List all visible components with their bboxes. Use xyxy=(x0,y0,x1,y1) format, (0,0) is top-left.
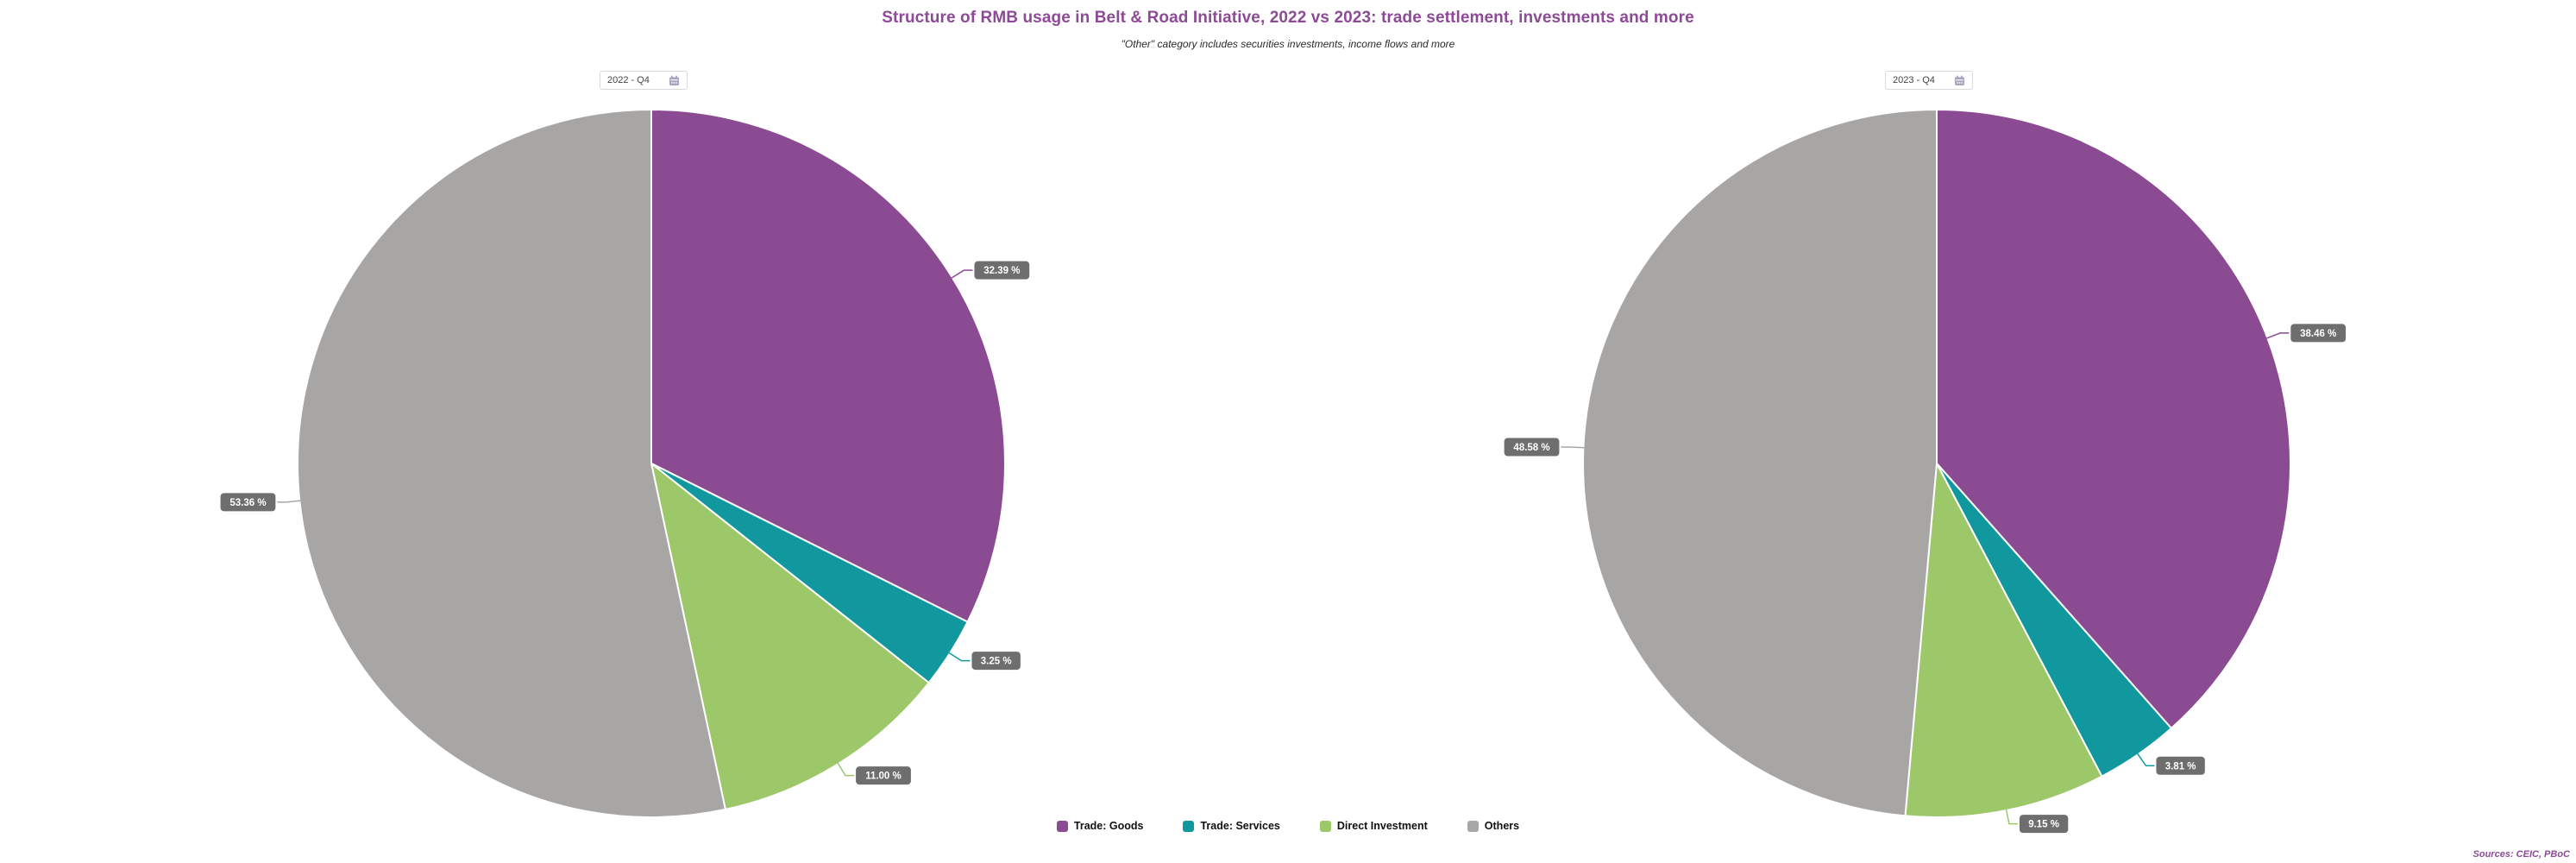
pie-callout-line xyxy=(837,762,855,777)
legend-label-trade-goods: Trade: Goods xyxy=(1073,820,1144,832)
pie-callout-line xyxy=(2137,753,2155,767)
pie-callout-line xyxy=(948,652,971,662)
pie-chart-2023-q4: 38.46 % 3.81 % 9.15 % 48.58 % xyxy=(1504,109,2347,834)
pie-callout-line xyxy=(951,269,973,279)
page-title: Structure of RMB usage in Belt & Road In… xyxy=(882,9,1694,27)
pie-value-label-others: 48.58 % xyxy=(1504,438,1585,457)
period-selector-label: 2023 - Q4 xyxy=(1893,75,1935,85)
pie-value-label-text: 3.25 % xyxy=(981,657,1012,667)
legend-item-trade-goods[interactable]: Trade: Goods xyxy=(1056,820,1144,832)
pie-value-label-box xyxy=(2019,815,2069,834)
legend-item-others[interactable]: Others xyxy=(1467,820,1519,832)
period-selector-label: 2022 - Q4 xyxy=(607,75,650,85)
legend-item-trade-services[interactable]: Trade: Services xyxy=(1183,820,1280,832)
calendar-icon xyxy=(669,75,680,86)
pie-callout-line xyxy=(2266,332,2290,339)
pie-value-label-text: 3.81 % xyxy=(2165,761,2196,772)
pie-callout-line xyxy=(1561,446,1585,449)
period-selector-2023-q4[interactable]: 2023 - Q4 xyxy=(1885,71,1973,90)
legend-swatch-trade-goods xyxy=(1056,820,1068,832)
pie-slice-others[interactable] xyxy=(1582,109,1938,817)
pie-value-label-text: 53.36 % xyxy=(229,498,266,508)
legend-label-direct-investment: Direct Investment xyxy=(1336,820,1428,832)
pie-value-label-text: 11.00 % xyxy=(865,772,902,782)
pie-value-label-trade-goods: 38.46 % xyxy=(2266,324,2347,343)
pie-chart-2022-q4: 32.39 % 3.25 % 11.00 % 53.36 % xyxy=(220,109,1030,818)
pie-value-label-box xyxy=(220,493,276,512)
pie-value-label-box xyxy=(974,261,1030,280)
legend-swatch-trade-services xyxy=(1183,820,1195,832)
legend-swatch-direct-investment xyxy=(1319,820,1331,832)
pie-callout-line xyxy=(277,500,301,503)
pie-value-label-trade-goods: 32.39 % xyxy=(951,261,1030,280)
pie-value-label-trade-services: 3.81 % xyxy=(2137,753,2205,775)
pie-value-label-text: 48.58 % xyxy=(1513,443,1549,453)
pie-value-label-box xyxy=(971,652,1021,671)
pie-value-label-others: 53.36 % xyxy=(220,493,301,512)
legend-item-direct-investment[interactable]: Direct Investment xyxy=(1319,820,1428,832)
pie-value-label-direct-investment: 9.15 % xyxy=(2005,809,2069,834)
pie-value-label-box xyxy=(1504,438,1560,457)
legend-label-trade-services: Trade: Services xyxy=(1200,820,1280,832)
pie-value-label-box xyxy=(2156,756,2205,775)
pie-value-label-text: 32.39 % xyxy=(983,266,1020,276)
page-subtitle: "Other" category includes securities inv… xyxy=(1121,38,1455,50)
pie-value-label-text: 38.46 % xyxy=(2300,329,2336,339)
pie-value-label-box xyxy=(856,766,911,785)
period-selector-2022-q4[interactable]: 2022 - Q4 xyxy=(600,71,688,90)
sources-note: Sources: CEIC, PBoC xyxy=(2472,849,2570,860)
legend-swatch-others xyxy=(1467,820,1479,832)
pie-value-label-direct-investment: 11.00 % xyxy=(837,762,911,785)
pie-value-label-trade-services: 3.25 % xyxy=(948,652,1021,671)
pie-value-label-text: 9.15 % xyxy=(2028,820,2059,830)
legend: Trade: Goods Trade: Services Direct Invest… xyxy=(0,820,2576,832)
pie-callout-line xyxy=(2005,809,2018,825)
pie-value-label-box xyxy=(2290,324,2347,343)
calendar-icon xyxy=(1954,75,1965,86)
legend-label-others: Others xyxy=(1484,820,1520,832)
